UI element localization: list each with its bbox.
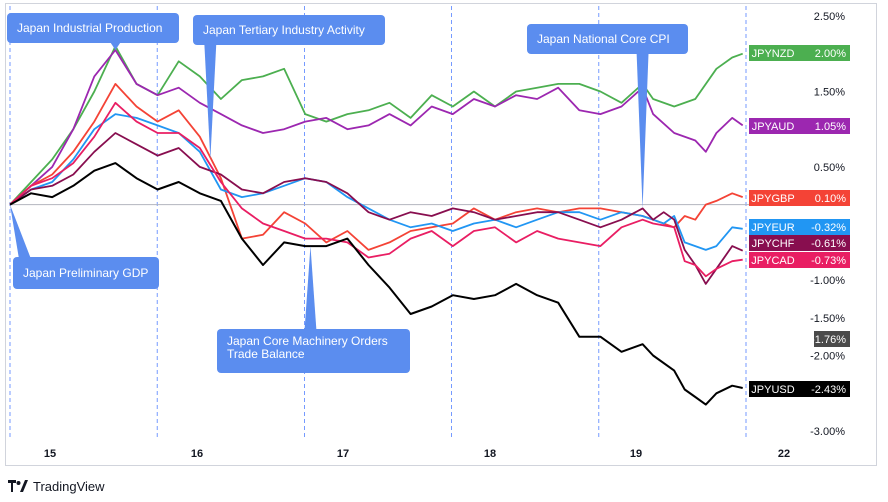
value-label: 1.05% (815, 121, 846, 133)
tradingview-logo-icon (8, 480, 28, 492)
ticker-tag-jpyusd (749, 381, 798, 397)
price-tag-label: -1.76% (811, 334, 846, 346)
value-tag-jpychf (798, 235, 850, 251)
value-label: 2.00% (815, 48, 846, 60)
annotation-label: Japan Preliminary GDP (23, 266, 148, 280)
brand-name: TradingView (33, 478, 105, 494)
y-tick-label: -1.00% (810, 275, 845, 287)
y-tick-label: -2.00% (810, 351, 845, 363)
x-tick-label: 22 (778, 448, 790, 460)
x-tick-label: 16 (191, 448, 203, 460)
x-tick-label: 19 (630, 448, 642, 460)
series-line-jpyusd (9, 162, 743, 406)
price-tag-grey (814, 331, 850, 347)
ticker-label: JPYAUD (752, 121, 795, 133)
annotation-box (13, 257, 159, 289)
annotation-pointer (304, 246, 317, 331)
price-axis[interactable]: 2.50% 1.50% 0.50% -1.00% -1.50% -2.00% -3.00% (810, 11, 845, 438)
ticker-tag-jpygbp (749, 190, 798, 206)
y-tick-label: 0.50% (814, 162, 845, 174)
y-tick-label: -3.00% (810, 426, 845, 438)
annotation-label: Japan Tertiary Industry Activity (203, 23, 365, 37)
annotation-label: Japan National Core CPI (537, 32, 670, 46)
ticker-label: JPYEUR (751, 222, 794, 234)
last-value-tags: JPYNZD 2.00% JPYAUD 1.05% JPYGBP 0.10% JPYEUR -… (749, 45, 850, 397)
tradingview-footer[interactable]: TradingView (8, 476, 105, 496)
value-tag-jpyeur (798, 219, 850, 235)
chart-frame (5, 3, 877, 466)
annotation-box (193, 15, 385, 45)
ticker-tag-jpyeur (749, 219, 798, 235)
annotation-label: Japan Core Machinery Orders (227, 334, 388, 348)
annotation-pointer (10, 204, 31, 259)
y-tick-label: 2.50% (814, 11, 845, 23)
annotation-label: Japan Industrial Production (17, 21, 162, 35)
value-label: -0.61% (811, 238, 846, 250)
ticker-label: JPYCAD (751, 255, 794, 267)
ticker-tag-jpyaud (749, 118, 798, 134)
time-axis[interactable]: 15 16 17 18 19 22 (44, 448, 790, 460)
ticker-tag-jpynzd (749, 45, 798, 61)
x-tick-label: 15 (44, 448, 56, 460)
ticker-label: JPYGBP (751, 193, 794, 205)
annotation-pointer (109, 41, 122, 50)
y-tick-label: 1.50% (814, 86, 845, 98)
value-tag-jpyaud (798, 118, 850, 134)
y-tick-label: -1.50% (810, 313, 845, 325)
value-label: 0.10% (815, 193, 846, 205)
ticker-tag-jpychf (749, 235, 798, 251)
ticker-tag-jpycad (749, 252, 798, 268)
value-tag-jpygbp (798, 190, 850, 206)
value-label: -0.73% (811, 255, 846, 267)
value-tag-jpyusd (798, 381, 850, 397)
annotation-box (527, 24, 688, 54)
ticker-label: JPYUSD (751, 384, 794, 396)
annotation-pointer (636, 52, 649, 209)
series-line-jpygbp (9, 83, 744, 251)
annotation-box (7, 13, 179, 43)
value-label: -0.32% (811, 222, 846, 234)
series-line-jpychf (9, 132, 744, 285)
series-line-jpyaud (9, 49, 744, 206)
series-line-jpyeur (9, 113, 743, 251)
chart-svg[interactable]: Japan Industrial Production Japan Tertiar… (0, 0, 888, 470)
event-annotations: Japan Industrial Production Japan Tertiar… (7, 13, 688, 373)
annotation-label: Trade Balance (227, 347, 305, 361)
ticker-label: JPYCHF (752, 238, 795, 250)
value-tag-jpynzd (798, 45, 850, 61)
value-tag-jpycad (798, 252, 850, 268)
x-tick-label: 17 (337, 448, 349, 460)
series-line-jpynzd (9, 45, 744, 206)
series-lines (9, 45, 744, 406)
annotation-pointer (204, 43, 217, 160)
ticker-label: JPYNZD (752, 48, 795, 60)
annotation-box (217, 329, 410, 373)
series-line-jpycad (9, 101, 743, 278)
value-label: -2.43% (811, 384, 846, 396)
x-tick-label: 18 (484, 448, 496, 460)
